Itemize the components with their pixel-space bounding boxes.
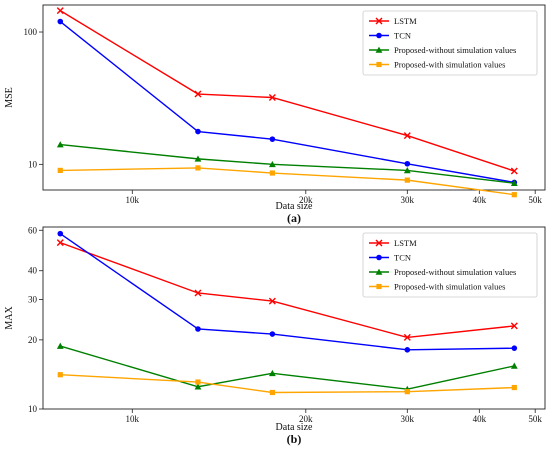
data-point <box>511 345 518 351</box>
data-point <box>194 383 202 390</box>
y-tick-label: 30 <box>28 294 38 304</box>
data-point <box>510 322 518 330</box>
data-point <box>195 165 201 171</box>
x-tick-label: 30k <box>401 195 415 205</box>
panel-label: (b) <box>287 432 302 446</box>
data-point <box>57 372 63 378</box>
data-point <box>269 170 275 176</box>
legend-marker <box>375 17 383 25</box>
data-point <box>57 18 64 25</box>
data-point <box>403 167 411 174</box>
x-tick-label: 30k <box>401 414 415 424</box>
data-point <box>403 132 411 140</box>
y-tick-label: 10 <box>28 404 38 414</box>
plot-frame <box>42 4 546 191</box>
data-point <box>510 167 518 175</box>
x-tick-label: 50k <box>528 195 542 205</box>
legend-label: LSTM <box>394 16 417 26</box>
data-point <box>56 141 64 148</box>
data-point <box>195 379 201 385</box>
data-point <box>268 369 276 377</box>
legend-box <box>362 232 538 298</box>
x-tick-label: 10k <box>126 414 140 424</box>
data-point <box>404 160 411 167</box>
data-point <box>195 128 201 135</box>
data-point <box>511 192 517 198</box>
data-point <box>195 326 201 332</box>
legend-marker <box>375 239 383 247</box>
legend: LSTM TCN Proposed-without simulation value… <box>362 232 538 298</box>
legend-label: TCN <box>394 31 411 41</box>
series-line-3 <box>60 374 515 394</box>
x-tick-label: 20k <box>299 414 313 424</box>
legend-marker <box>376 283 382 290</box>
data-point <box>268 94 276 101</box>
y-axis-label: MSE <box>4 87 15 108</box>
legend-label: LSTM <box>394 238 417 248</box>
x-tick-label: 20k <box>299 195 313 205</box>
data-point <box>56 342 64 349</box>
plot-frame <box>42 226 546 410</box>
legend-marker <box>376 32 382 39</box>
x-tick-label: 40k <box>473 414 487 424</box>
y-tick-label: 40 <box>28 266 38 276</box>
data-point <box>194 90 202 98</box>
data-point <box>268 160 276 168</box>
data-point <box>57 167 63 174</box>
data-point <box>404 389 410 395</box>
panel-label: (a) <box>287 211 301 225</box>
legend: LSTM TCN Proposed-without simulation value… <box>362 10 538 76</box>
data-point <box>269 136 276 142</box>
data-point <box>510 179 518 187</box>
legend-marker <box>375 268 383 275</box>
data-point <box>404 347 411 353</box>
y-tick-label: 60 <box>28 225 38 235</box>
legend-marker <box>376 61 382 68</box>
series-line-2 <box>60 143 515 184</box>
x-axis-label: Data size <box>276 201 313 212</box>
legend-label: Proposed-without simulation values <box>394 45 516 55</box>
legend-label: Proposed-with simulation values <box>394 60 505 70</box>
data-point <box>511 384 517 391</box>
y-tick-label: 10 <box>28 159 38 169</box>
data-point <box>56 239 64 247</box>
data-point <box>194 289 202 297</box>
x-tick-label: 50k <box>528 414 542 424</box>
series-line-2 <box>60 345 515 390</box>
data-point <box>269 331 276 337</box>
chart-panel-0: 10k 20k 30k 40k 50k 10 100 Data size MSE (a) LSTM T… <box>4 4 546 225</box>
x-tick-label: 10k <box>126 195 140 205</box>
y-tick-label: 100 <box>24 27 38 37</box>
data-point <box>269 389 275 396</box>
data-point <box>510 362 518 369</box>
data-point <box>56 7 64 15</box>
legend-box <box>362 10 538 76</box>
legend-marker <box>376 254 382 261</box>
data-point <box>268 297 276 305</box>
legend-label: Proposed-with simulation values <box>394 282 505 292</box>
data-point <box>404 177 410 183</box>
data-point <box>403 333 411 341</box>
y-axis-label: MAX <box>4 306 15 330</box>
legend-label: TCN <box>394 253 411 263</box>
legend-marker <box>375 46 383 53</box>
y-tick-label: 20 <box>28 335 38 345</box>
chart-panel-1: 10k 20k 30k 40k 50k 10 20 30 40 60 Data size MAX (b)… <box>4 225 546 446</box>
x-axis-label: Data size <box>276 422 313 433</box>
series-line-3 <box>60 167 515 196</box>
x-tick-label: 40k <box>473 195 487 205</box>
data-point <box>194 155 202 162</box>
data-point <box>57 230 64 237</box>
legend-label: Proposed-without simulation values <box>394 267 516 277</box>
